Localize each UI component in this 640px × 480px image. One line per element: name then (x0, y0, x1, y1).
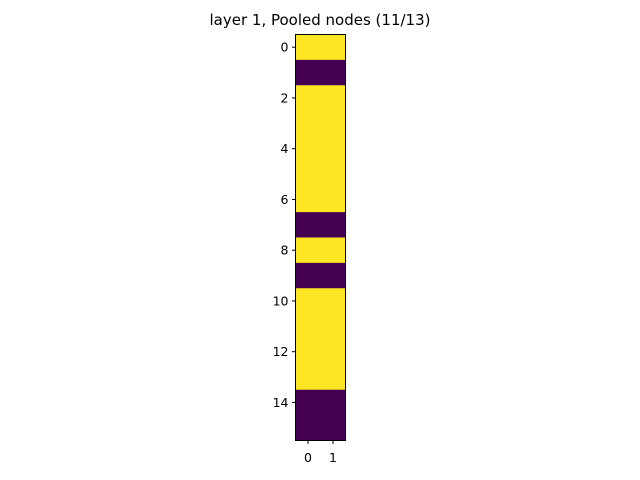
heatmap-cell (295, 59, 346, 86)
heatmap-cell (295, 339, 346, 365)
heatmap-cell (295, 237, 346, 264)
heatmap-cell (295, 186, 346, 213)
heatmap-cell (295, 34, 346, 61)
heatmap-cell (295, 262, 346, 289)
y-tick-label: 10 (273, 293, 289, 308)
heatmap-cell (295, 389, 346, 416)
y-tick-label: 0 (281, 40, 289, 55)
x-tick-label: 1 (329, 450, 337, 465)
plot-frame (295, 34, 346, 441)
y-tick-label: 4 (281, 141, 289, 156)
heatmap-cells (295, 34, 346, 441)
heatmap-cell (295, 85, 346, 112)
y-tick-label: 12 (273, 344, 289, 359)
heatmap-cell (295, 415, 346, 441)
heatmap-cell (295, 364, 346, 391)
x-tick-label: 0 (304, 450, 312, 465)
y-tick-label: 8 (281, 243, 289, 258)
y-tick-label: 2 (281, 90, 289, 105)
chart-title: layer 1, Pooled nodes (11/13) (209, 11, 431, 29)
heatmap-cell (295, 288, 346, 315)
y-tick-label: 6 (281, 192, 289, 207)
y-axis-ticks: 0 2 4 6 8 10 12 14 (273, 40, 296, 410)
heatmap-cell (295, 161, 346, 188)
y-tick-label: 14 (273, 395, 289, 410)
heatmap-cell (295, 110, 346, 137)
heatmap-cell (295, 212, 346, 238)
heatmap-cell (295, 313, 346, 340)
heatmap-cell (295, 136, 346, 162)
